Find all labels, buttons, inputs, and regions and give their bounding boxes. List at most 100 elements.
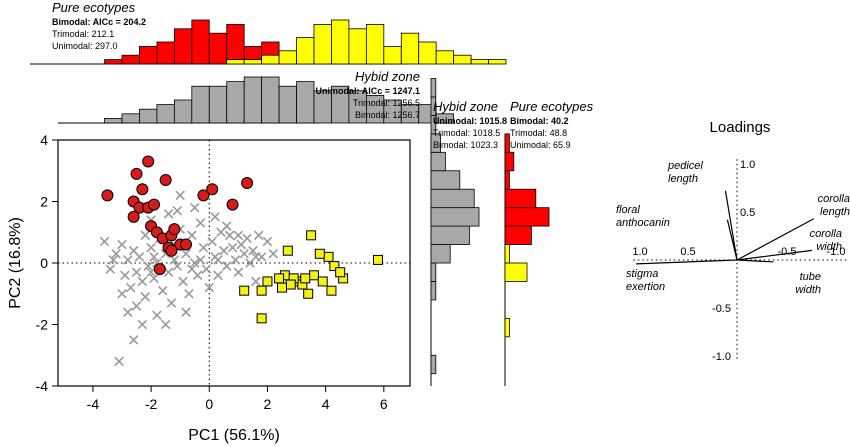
red-ecotype-point (159, 173, 172, 186)
x-tick-label: 2 (264, 396, 272, 412)
hybrid-point (189, 258, 200, 268)
histogram-bar (173, 28, 193, 65)
hybrid-point (99, 236, 110, 247)
hybrid-point (189, 202, 200, 213)
loadings-title: Loadings (710, 119, 771, 136)
loadings-x-tick-label: -0.5 (778, 246, 797, 258)
histogram-bar (418, 41, 437, 65)
histogram-bar (504, 244, 510, 264)
yellow-ecotype-point (303, 288, 314, 299)
yellow-ecotype-point (306, 230, 317, 241)
top-histogram-hybrid-zone: Hybid zone Unimodal: AICc = 1247.1 Trimoda… (58, 69, 455, 124)
x-tick-label: -2 (145, 396, 158, 412)
histogram-title: Hybid zone (355, 69, 420, 84)
histogram-bar (261, 76, 280, 124)
histogram-bar (139, 46, 158, 65)
model-stat: Trimodal: 212.1 (52, 29, 114, 39)
loading-label: length (820, 206, 850, 218)
yellow-ecotype-point (373, 254, 383, 265)
top-histogram-pure-ecotypes: Pure ecotypes Bimodal: AICc = 204.2 Trimod… (30, 0, 507, 65)
y-axis-label: PC2 (16.8%) (7, 217, 24, 309)
loadings-x-tick-label: -1.0 (827, 246, 846, 258)
hybrid-point (195, 218, 206, 228)
histogram-bar (365, 23, 385, 65)
histogram-bar (430, 262, 437, 282)
hybrid-point (117, 239, 127, 250)
hybrid-point (163, 209, 174, 219)
hybrid-point (108, 255, 119, 265)
hybrid-point (233, 230, 244, 241)
model-stat: Bimodal: 1023.3 (433, 140, 498, 150)
model-stat: Unimodal: 297.0 (52, 41, 118, 51)
loading-vector (736, 259, 774, 263)
histogram-bar (104, 118, 123, 124)
loadings-x-tick-label: 1.0 (632, 246, 647, 258)
loading-label: pedicel (667, 160, 703, 172)
hybrid-point (195, 255, 206, 265)
hybrid-point (123, 307, 133, 317)
hybrid-point (219, 245, 229, 256)
model-stat: Trimodal: 48.8 (510, 128, 567, 138)
yellow-ecotype-point (256, 313, 267, 324)
red-ecotype-point (101, 189, 114, 202)
hybrid-point (181, 249, 191, 259)
hybrid-point (230, 255, 241, 265)
histogram-bar (121, 113, 140, 124)
histogram-bar (430, 151, 446, 172)
hybrid-point (137, 319, 148, 330)
red-ecotype-point (142, 155, 155, 168)
y-tick-label: 0 (40, 255, 48, 271)
histogram-bar (504, 207, 550, 227)
hybrid-point (140, 292, 151, 302)
yellow-ecotype-point (317, 276, 328, 287)
histogram-bar (504, 188, 537, 209)
red-ecotype-point (136, 183, 149, 196)
histogram-bar (430, 225, 470, 245)
histogram-bar (226, 59, 245, 65)
model-stat: Bimodal: 40.2 (510, 116, 569, 126)
histogram-bar (296, 81, 315, 124)
y-tick-label: 4 (40, 132, 48, 148)
hybrid-point (262, 236, 273, 247)
yellow-ecotype-point (282, 245, 293, 256)
yellow-ecotype-point (274, 273, 285, 284)
loading-label: width (795, 284, 821, 296)
loading-label: corolla (810, 228, 842, 240)
loading-label: floral (616, 204, 640, 216)
red-ecotype-point (127, 210, 140, 223)
loadings-y-tick-label: -1.0 (712, 351, 731, 363)
hybrid-point (146, 242, 156, 253)
histogram-bar (278, 50, 297, 65)
histogram-bar (453, 54, 472, 65)
hybrid-point (207, 236, 217, 247)
right-histogram-hybrid-zone: Hybid zone Unimodal: 1015.8 Trimodal: 1018… (430, 78, 507, 386)
histogram-bar (400, 32, 420, 65)
histogram-bar (278, 85, 297, 124)
model-stat: Trimodal: 1256.5 (353, 98, 420, 108)
loading-label: length (668, 173, 698, 185)
hybrid-point (268, 249, 279, 259)
model-stat: Trimodal: 1018.5 (433, 128, 500, 138)
histogram-title: Hybid zone (433, 99, 498, 114)
histogram-bar (104, 59, 123, 65)
model-stat: Bimodal: 1256.7 (355, 110, 420, 120)
hybrid-point (152, 310, 162, 321)
histogram-bar (208, 85, 228, 124)
loading-label: anthocanin (616, 217, 670, 229)
red-ecotype-point (153, 263, 166, 276)
histogram-bar (488, 59, 507, 65)
hybrid-point (123, 255, 133, 265)
hybrid-point (221, 261, 232, 271)
histogram-bar (470, 59, 489, 65)
hybrid-point (172, 205, 183, 216)
yellow-ecotype-point (300, 273, 311, 284)
hybrid-point (251, 252, 261, 262)
histogram-bar (430, 207, 480, 227)
histogram-bar (226, 81, 245, 124)
pca-scatter-plot: -4 -2 0 2 4 6 -4 -2 0 2 4 PC1 (56.1%) PC2 (16.8%) (7, 132, 411, 444)
red-ecotype-point (148, 198, 160, 211)
histogram-bar (313, 23, 332, 65)
histogram-bar (504, 225, 532, 245)
histogram-title: Pure ecotypes (52, 0, 136, 15)
hybrid-point (131, 267, 142, 277)
